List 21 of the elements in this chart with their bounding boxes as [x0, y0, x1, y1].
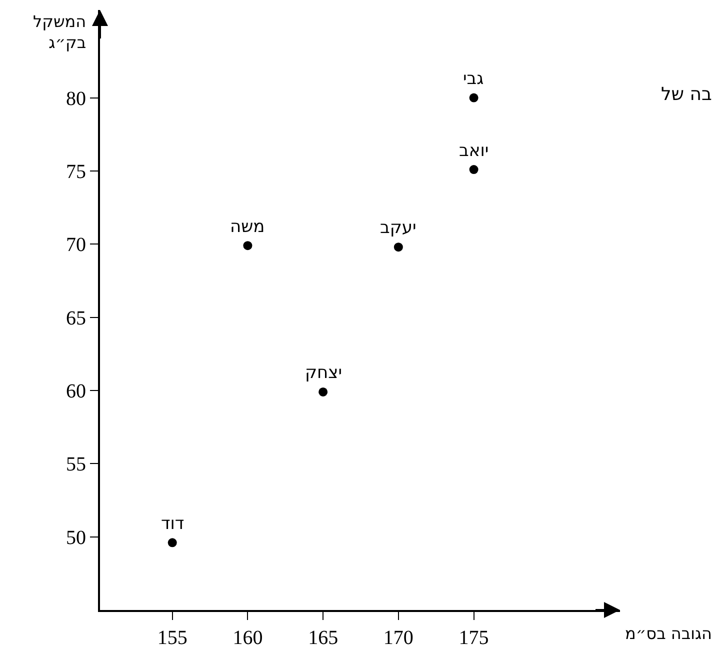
y-tick-label: 65 [66, 307, 86, 330]
annotation: יצחק [305, 363, 342, 383]
x-axis-title: הגובה בס״מ [625, 624, 712, 643]
annotation: יואב [459, 141, 489, 161]
y-axis-title: המשקל בק״ג [33, 12, 86, 52]
x-tick-label: 175 [458, 627, 489, 649]
y-tick-label: 60 [66, 380, 86, 402]
y-tick-label: 80 [66, 88, 86, 110]
annotation: דוד [161, 514, 184, 534]
x-tick-label: 155 [157, 627, 188, 649]
y-tick-label: 70 [66, 234, 86, 256]
text: בה של [661, 84, 712, 105]
y-tick-label: 55 [66, 454, 86, 476]
y-tick-label: 75 [66, 160, 86, 183]
y-tick-label: 50 [66, 526, 86, 549]
annotation: משה [230, 217, 265, 237]
x-tick-label: 170 [383, 627, 414, 649]
annotation: גבי [463, 69, 484, 89]
x-tick-label: 165 [308, 627, 338, 649]
x-tick-label: 160 [232, 627, 263, 649]
annotation: יעקב [380, 218, 416, 238]
